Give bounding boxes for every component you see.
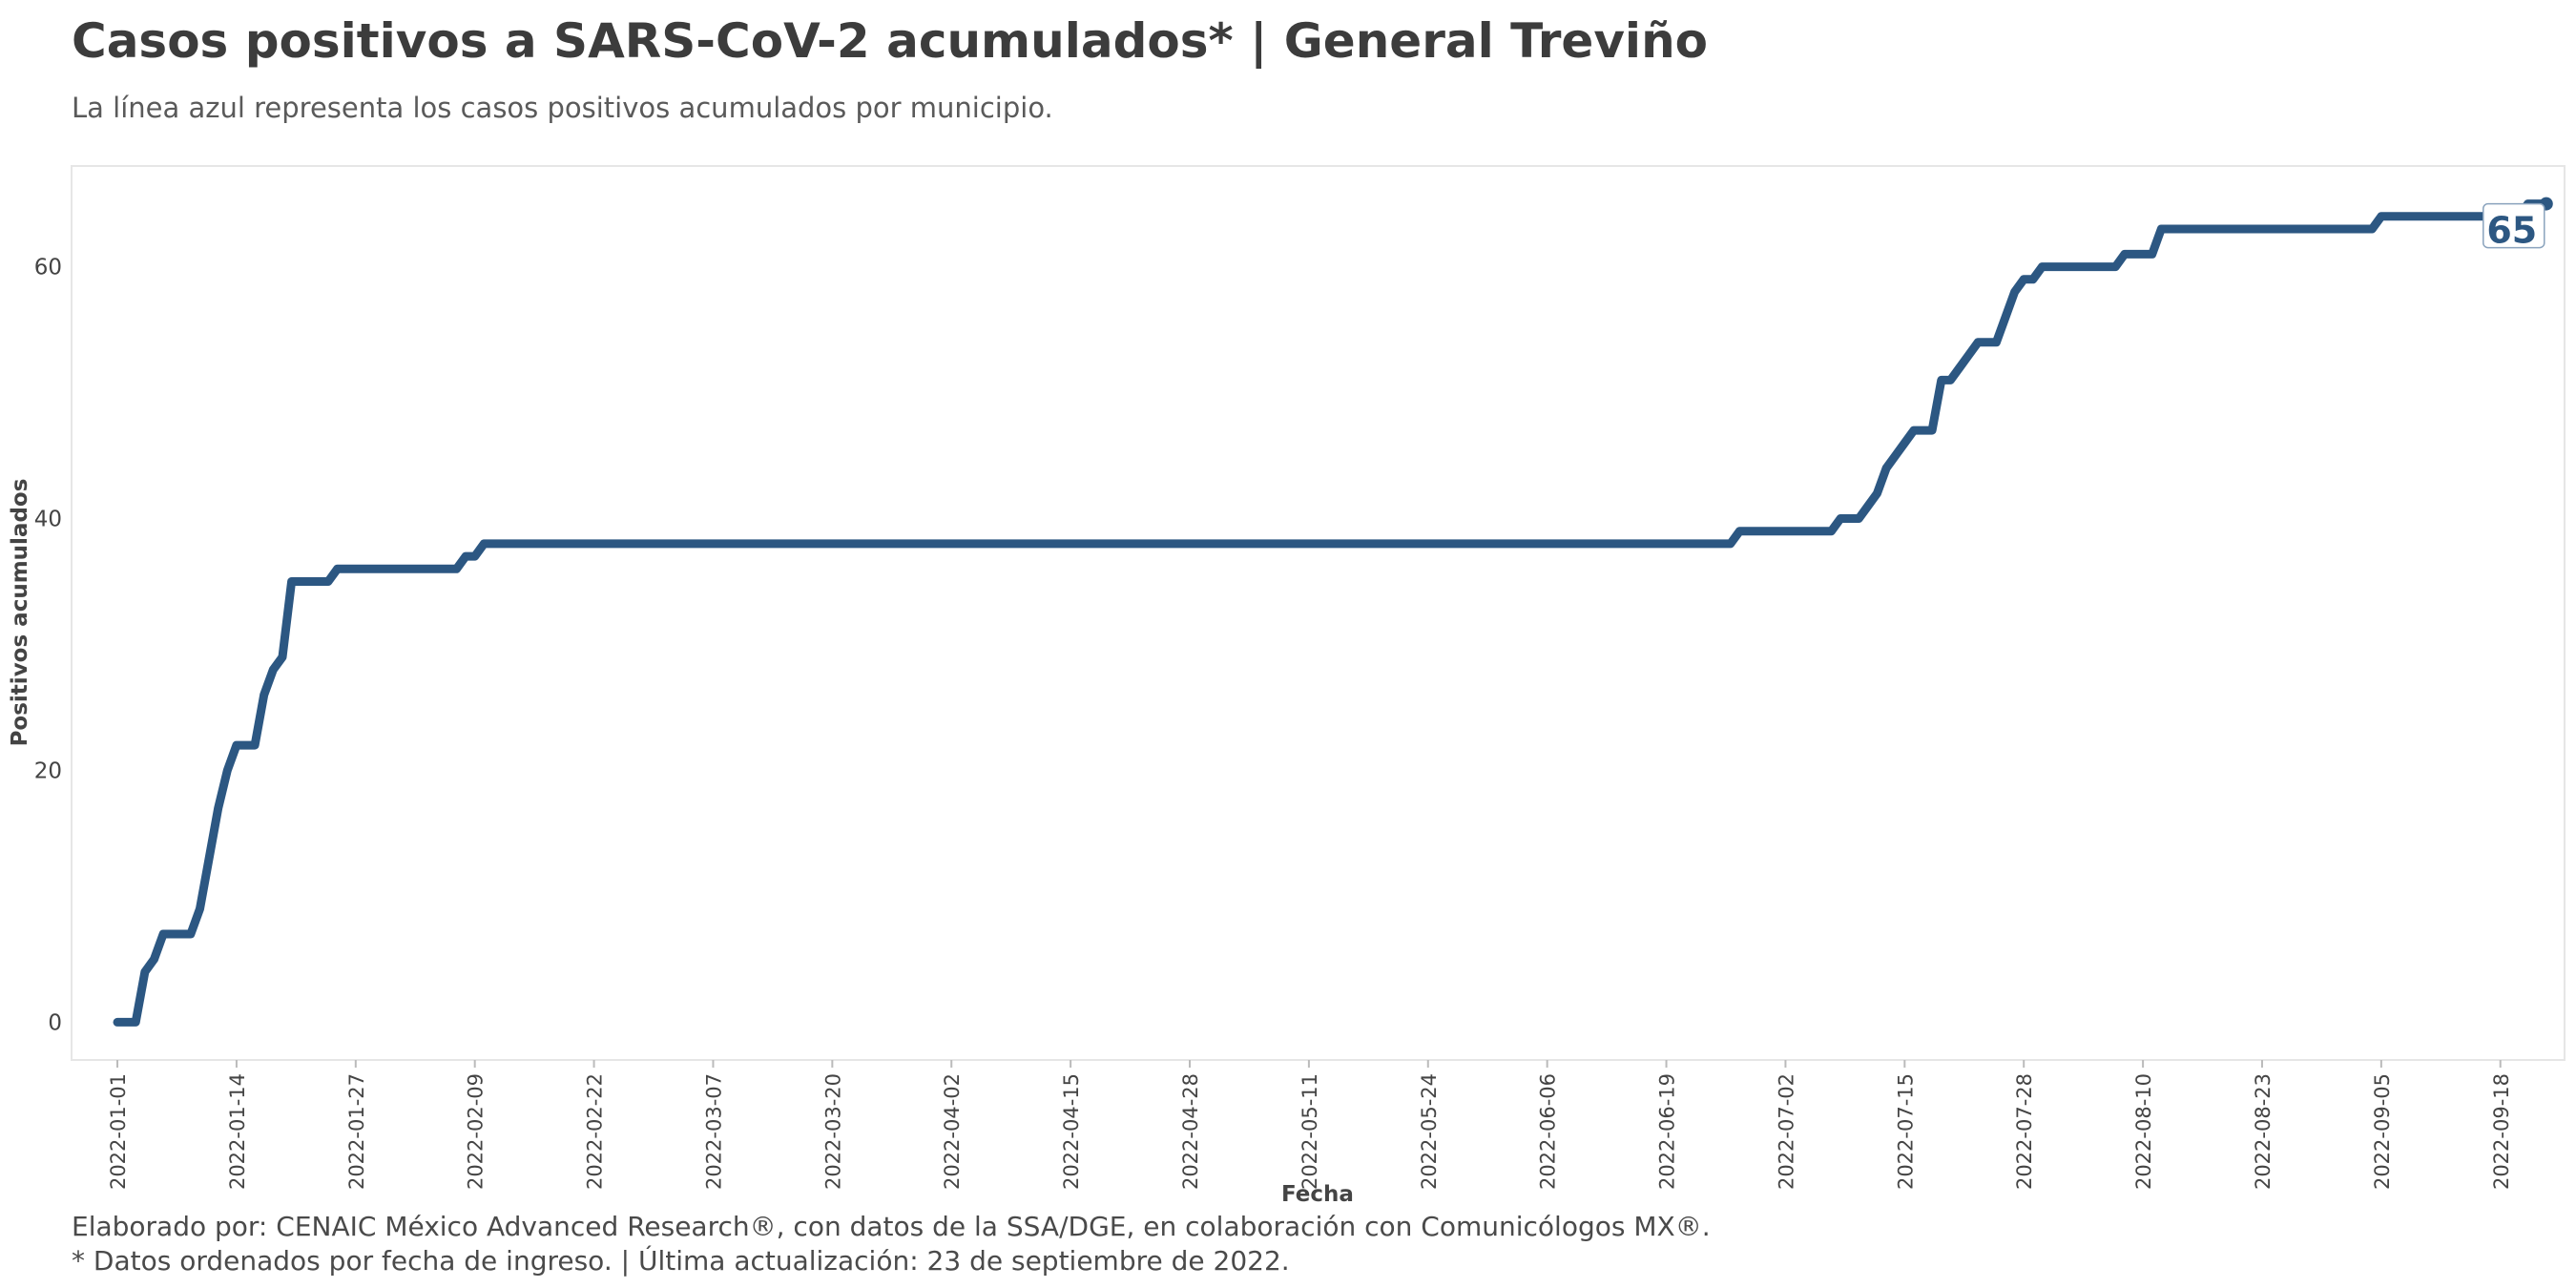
- x-tick-label: 2022-09-05: [2371, 1073, 2394, 1190]
- y-tick-label: 60: [34, 256, 62, 280]
- series-line: [113, 199, 2551, 1027]
- y-tick-label: 20: [34, 758, 62, 783]
- chart-title: Casos positivos a SARS-CoV-2 acumulados*…: [72, 13, 1709, 69]
- x-tick-label: 2022-03-20: [821, 1073, 844, 1190]
- x-tick-label: 2022-02-09: [465, 1073, 488, 1190]
- x-tick-label: 2022-06-19: [1656, 1073, 1679, 1190]
- y-tick-label: 0: [48, 1010, 62, 1035]
- x-tick-label: 2022-05-24: [1418, 1073, 1441, 1190]
- end-value-label-text: 65: [2486, 210, 2537, 252]
- x-tick-label: 2022-07-28: [2013, 1073, 2036, 1190]
- x-tick-label: 2022-02-22: [584, 1073, 607, 1190]
- x-tick-label: 2022-04-28: [1179, 1073, 1202, 1190]
- x-tick-label: 2022-09-18: [2490, 1073, 2513, 1190]
- y-axis-title: Positivos acumulados: [8, 479, 32, 747]
- x-axis-ticks: 2022-01-01 2022-01-14 2022-01-27 2022-02-09…: [107, 1060, 2513, 1190]
- x-tick-label: 2022-01-14: [226, 1073, 249, 1190]
- x-tick-label: 2022-03-07: [702, 1073, 725, 1190]
- x-tick-label: 2022-07-15: [1894, 1073, 1917, 1190]
- caption-credit: Elaborado por: CENAIC México Advanced Re…: [72, 1211, 1711, 1242]
- x-tick-label: 2022-01-01: [107, 1073, 130, 1190]
- x-tick-label: 2022-01-27: [345, 1073, 368, 1190]
- x-tick-label: 2022-06-06: [1537, 1073, 1560, 1190]
- end-value-label: 65: [2483, 202, 2545, 252]
- x-tick-label: 2022-07-02: [1775, 1073, 1797, 1190]
- chart-subtitle: La línea azul representa los casos posit…: [72, 92, 1053, 124]
- x-tick-label: 2022-05-11: [1298, 1073, 1321, 1190]
- y-axis-ticks: 0 20 40 60: [34, 256, 62, 1036]
- x-tick-label: 2022-08-23: [2252, 1073, 2275, 1190]
- x-tick-label: 2022-04-02: [941, 1073, 964, 1190]
- x-tick-label: 2022-04-15: [1060, 1073, 1083, 1190]
- plot-panel: [71, 165, 2566, 1061]
- caption-note: * Datos ordenados por fecha de ingreso. …: [72, 1245, 1290, 1277]
- y-tick-label: 40: [34, 508, 62, 532]
- caption: Elaborado por: CENAIC México Advanced Re…: [72, 1210, 1711, 1278]
- x-axis-title: Fecha: [1281, 1182, 1354, 1207]
- x-tick-label: 2022-08-10: [2132, 1073, 2155, 1190]
